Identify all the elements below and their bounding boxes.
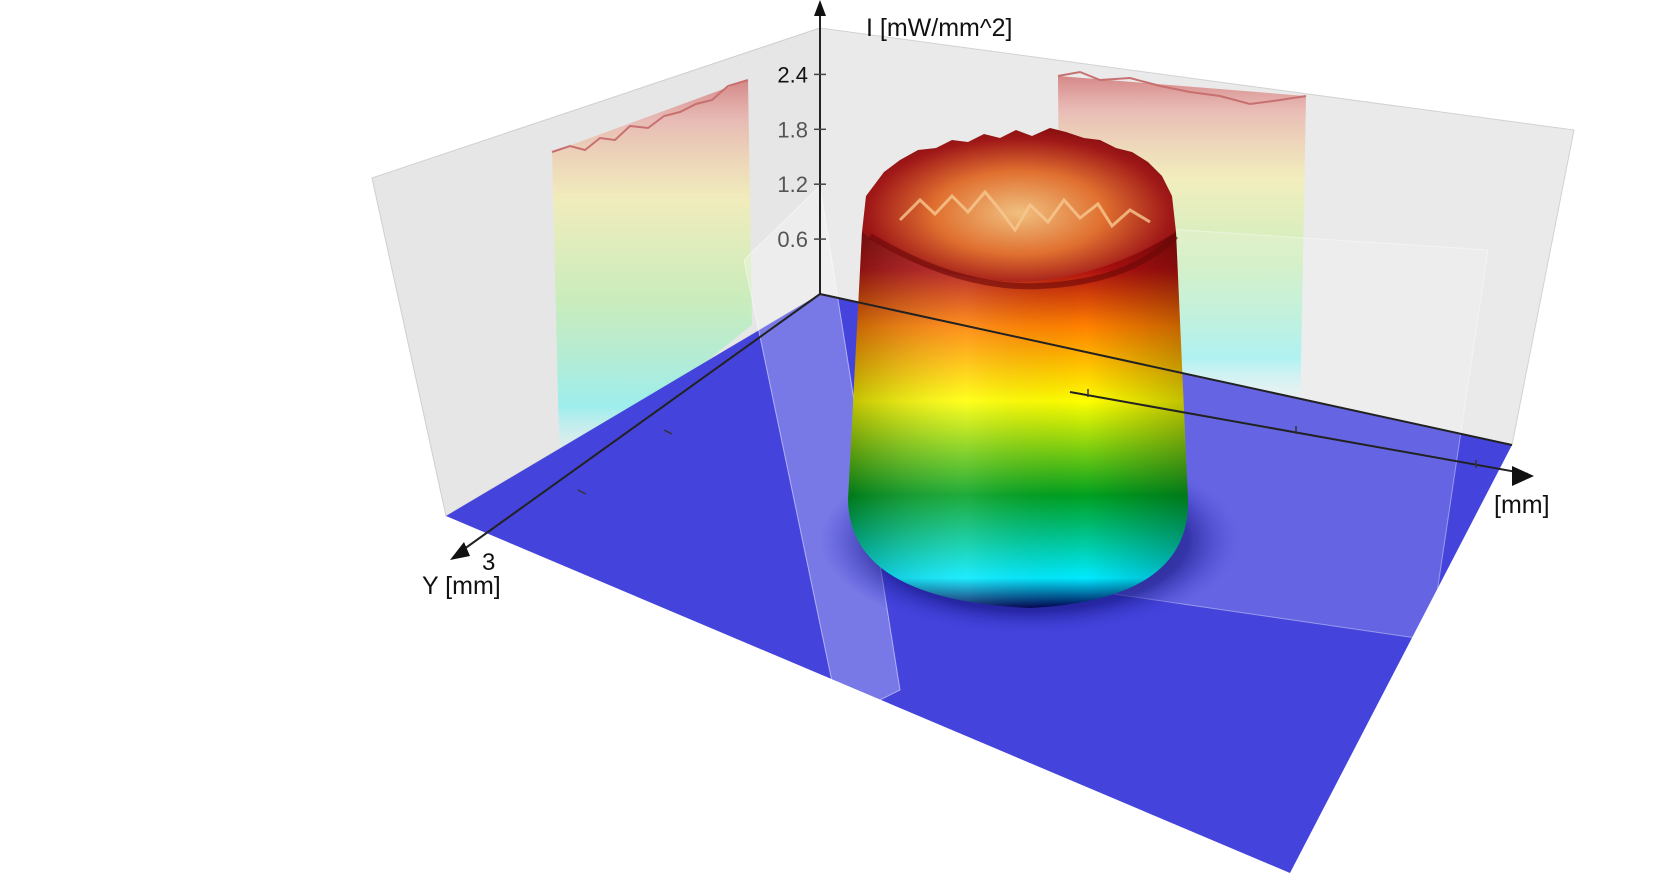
y-tick bbox=[663, 429, 673, 435]
y-axis-line bbox=[459, 293, 821, 553]
beam-surface-shading bbox=[848, 232, 1189, 608]
z-tick-label: 1.2 bbox=[777, 172, 808, 197]
profile-projection-left bbox=[552, 80, 752, 478]
z-ticks: 0.6 1.2 1.8 2.4 bbox=[777, 62, 826, 252]
y-tick-label: 3 bbox=[482, 549, 495, 576]
z-tick-label: 2.4 bbox=[777, 62, 808, 87]
y-axis-label: Y [mm] bbox=[422, 572, 501, 600]
beam-plateau-top bbox=[862, 128, 1176, 282]
z-axis-label: I [mW/mm^2] bbox=[866, 14, 1012, 42]
x-axis-arrow bbox=[1512, 466, 1534, 486]
y-ticks bbox=[577, 429, 673, 495]
beam-plateau-inner-rim bbox=[868, 233, 1179, 290]
z-tick-label: 0.6 bbox=[777, 227, 808, 252]
x-ticks bbox=[1087, 389, 1477, 468]
x-axis-line bbox=[819, 293, 1513, 446]
y-axis-arrow bbox=[450, 542, 470, 560]
beam-plateau-ripples bbox=[898, 189, 1151, 233]
profile-noise-right bbox=[1057, 70, 1307, 106]
y-tick bbox=[577, 489, 587, 495]
z-axis-arrow bbox=[814, 0, 826, 16]
profile-noise-left bbox=[551, 79, 749, 153]
z-tick-label: 1.8 bbox=[777, 117, 808, 142]
x-axis-front-line bbox=[1069, 391, 1529, 475]
x-axis-label: [mm] bbox=[1494, 491, 1550, 519]
